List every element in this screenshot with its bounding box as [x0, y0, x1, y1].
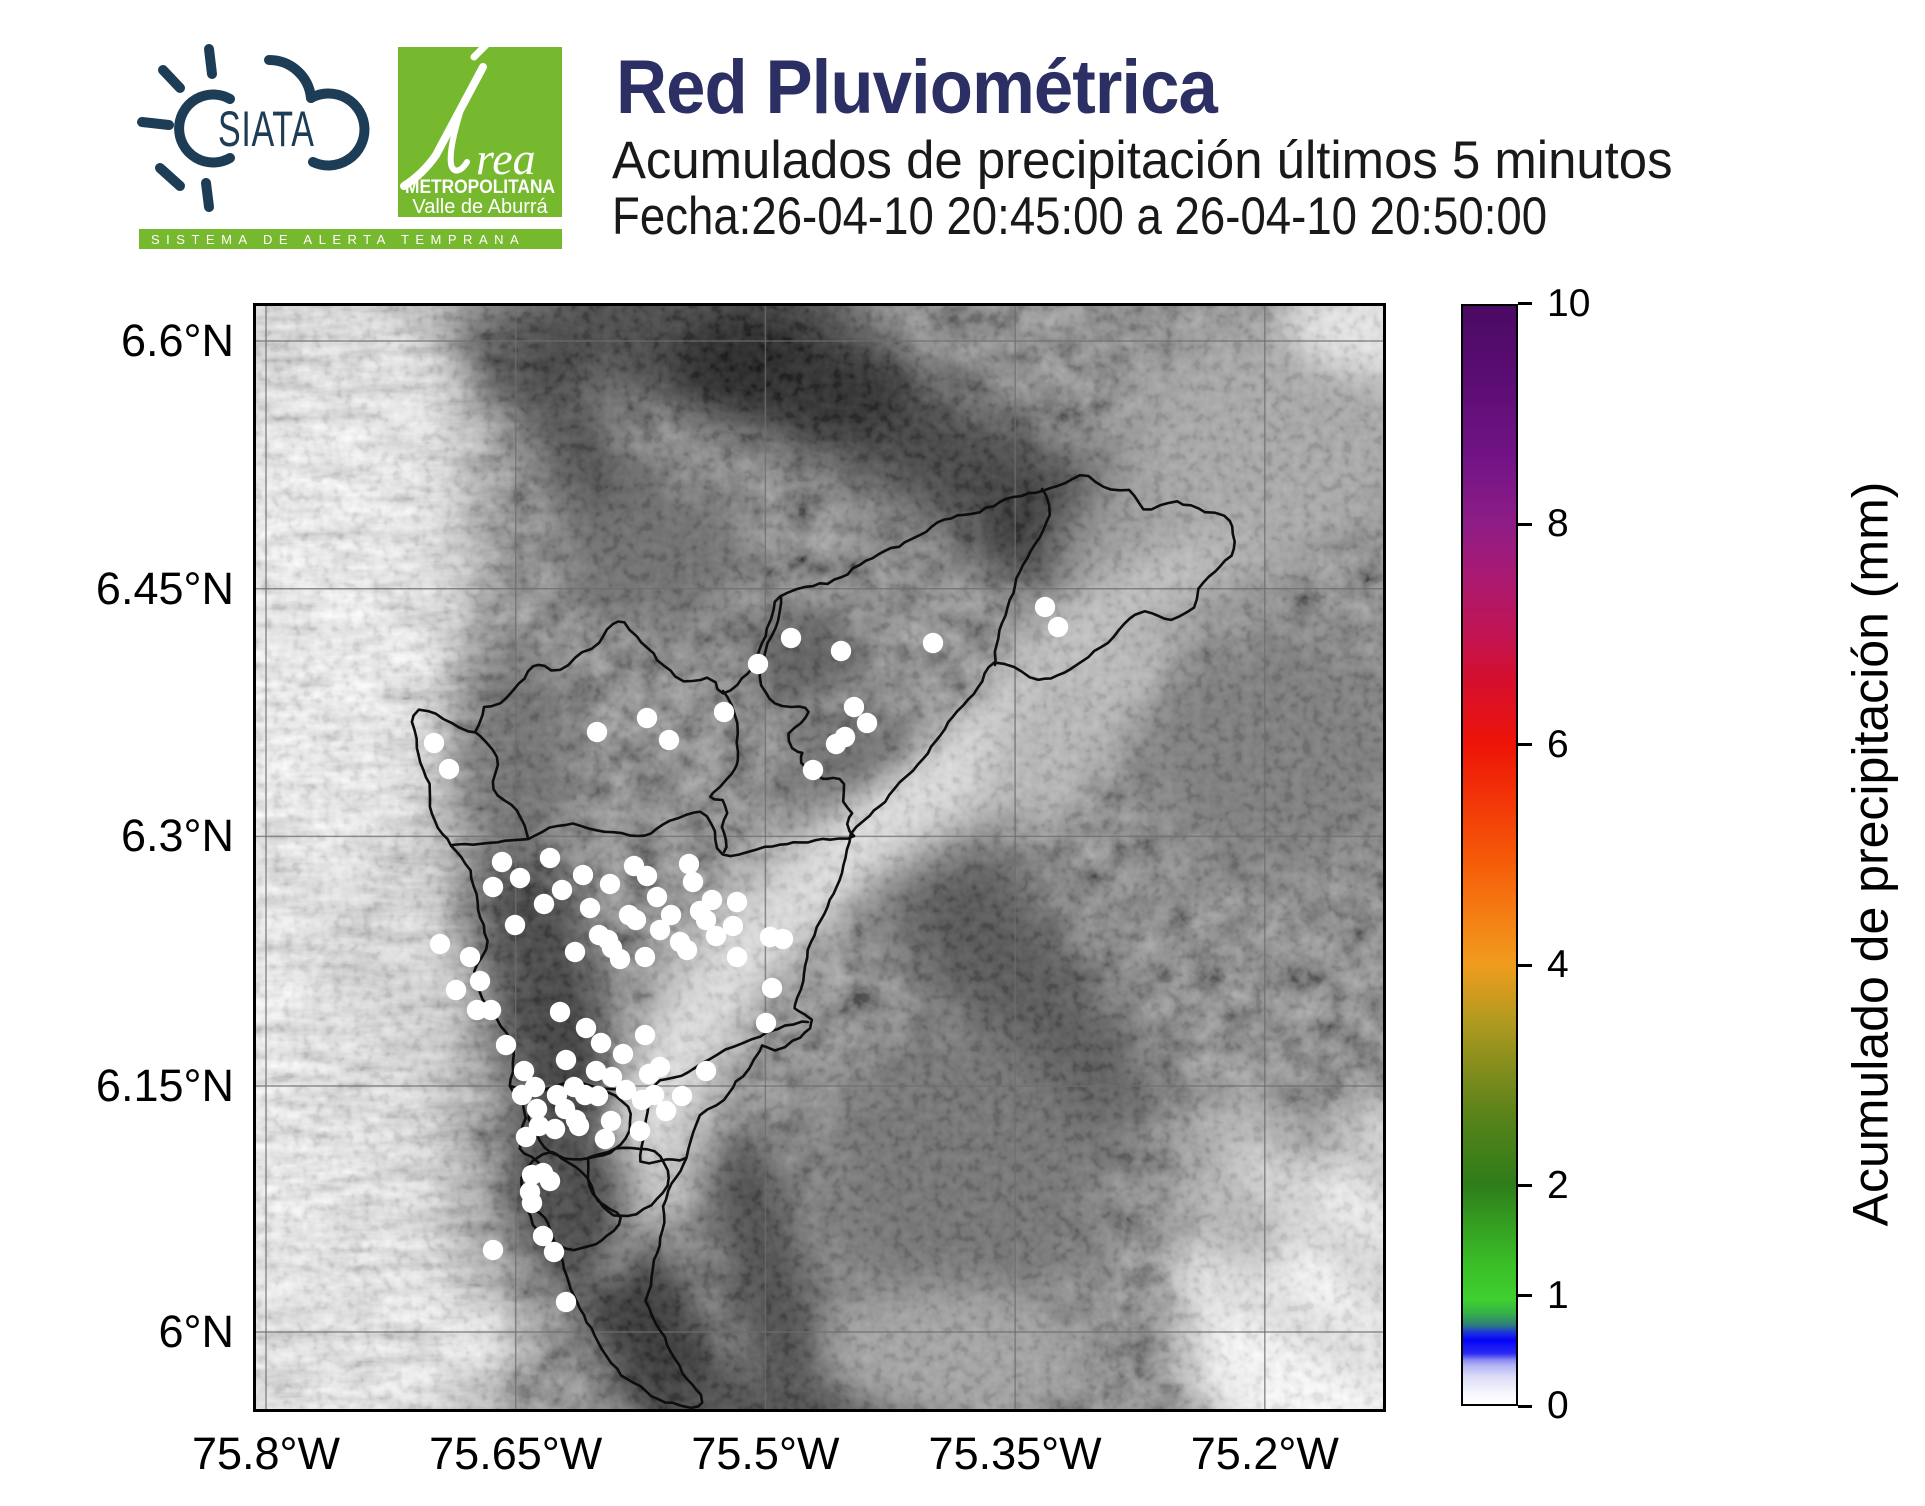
svg-text:SISTEMA DE ALERTA TEMPRANA: SISTEMA DE ALERTA TEMPRANA	[151, 232, 525, 247]
svg-text:SIATA: SIATA	[218, 102, 315, 158]
svg-text:METROPOLITANA: METROPOLITANA	[405, 177, 555, 198]
svg-text:Valle de Aburrá: Valle de Aburrá	[412, 196, 548, 218]
svg-text:rea: rea	[476, 133, 536, 184]
